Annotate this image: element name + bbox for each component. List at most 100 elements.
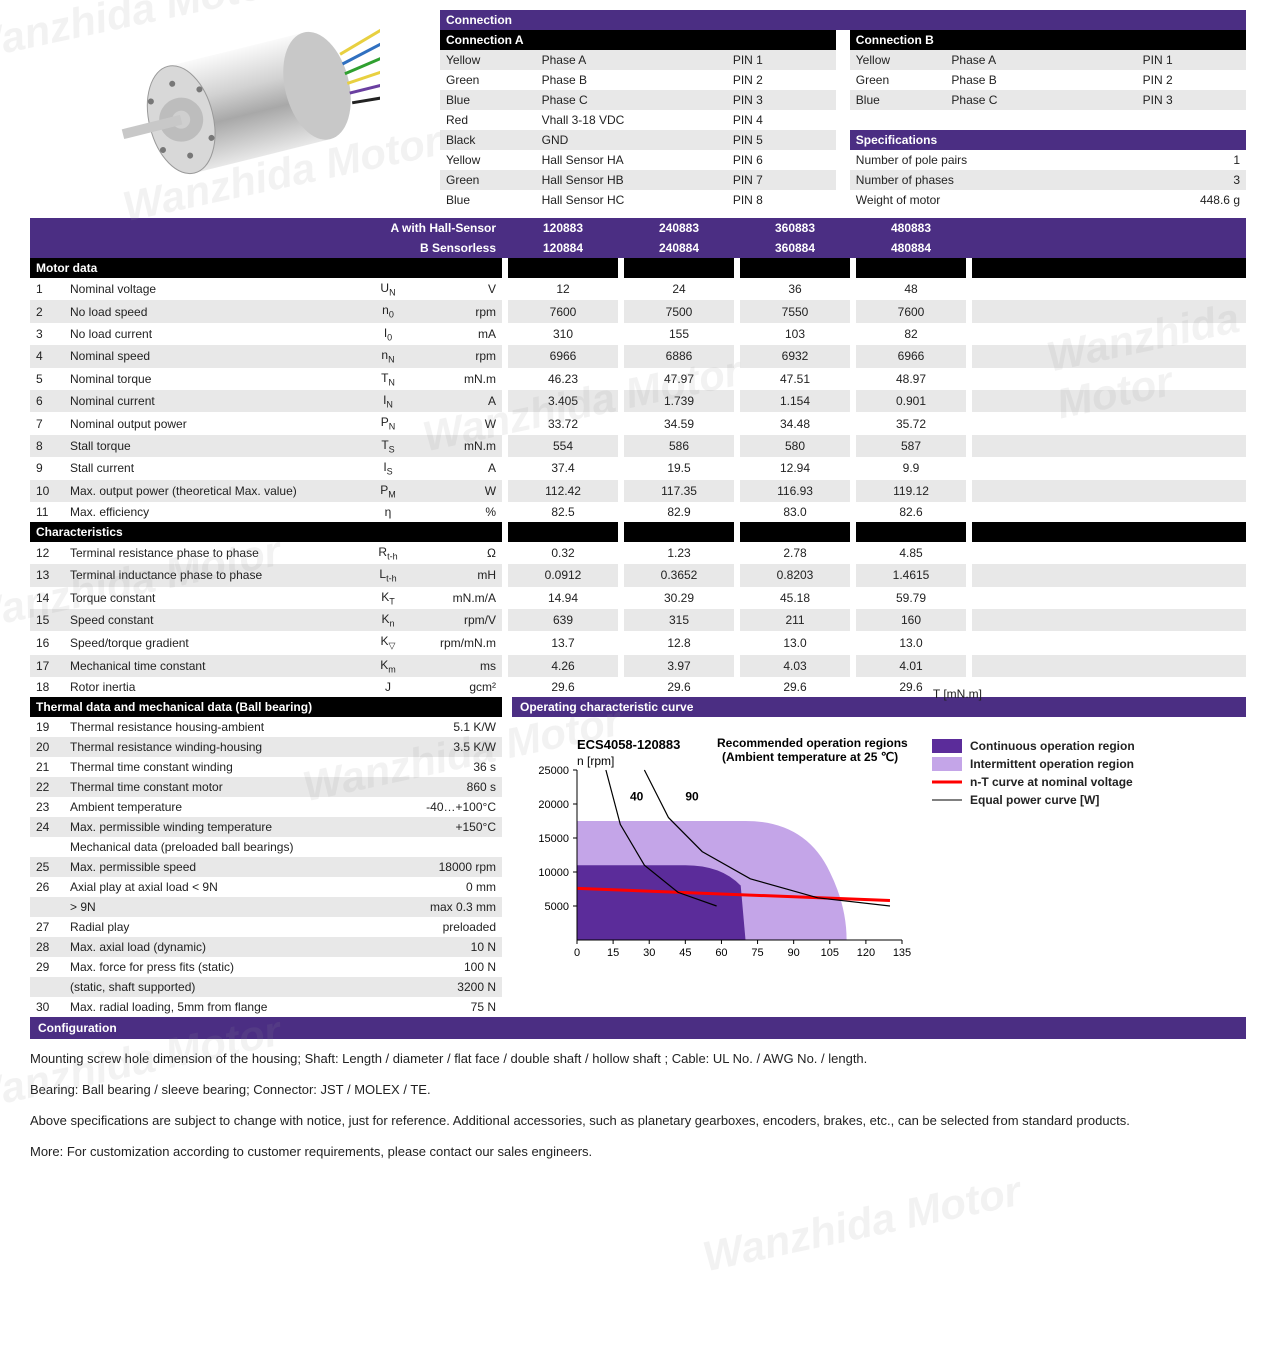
th-name: Max. axial load (dynamic) (64, 937, 392, 957)
conn-b-sig: Phase C (945, 90, 1136, 110)
row-val: 59.79 (856, 587, 966, 609)
row-val: 0.901 (856, 390, 966, 412)
row-unit: ms (412, 655, 502, 677)
connection-b-header: Connection B (850, 30, 1246, 50)
row-unit: mH (412, 564, 502, 586)
th-name: Thermal resistance winding-housing (64, 737, 392, 757)
conn-a-pin: PIN 3 (727, 90, 836, 110)
connection-a-header: Connection A (440, 30, 836, 50)
th-val: 3200 N (392, 977, 502, 997)
row-unit: mN.m (412, 435, 502, 457)
row-val: 24 (624, 278, 734, 300)
spec-name: Number of pole pairs (850, 150, 1137, 170)
row-sym: Kn (364, 609, 412, 631)
x-axis-label: T [mN.m] (933, 687, 982, 701)
th-num: 19 (30, 717, 64, 737)
row-val: 1.4615 (856, 564, 966, 586)
row-val: 587 (856, 435, 966, 457)
conn-a-sig: GND (536, 130, 727, 150)
row-num: 2 (30, 300, 64, 322)
row-val: 1.739 (624, 390, 734, 412)
row-name: Nominal torque (64, 368, 364, 390)
row-val: 6966 (856, 345, 966, 367)
conn-a-color: Blue (440, 90, 536, 110)
section-header: Characteristics (30, 522, 502, 542)
row-val: 82.5 (508, 502, 618, 522)
th-name: (static, shaft supported) (64, 977, 392, 997)
conn-a-pin: PIN 6 (727, 150, 836, 170)
th-val: 0 mm (392, 877, 502, 897)
th-val: 36 s (392, 757, 502, 777)
row-val: 116.93 (740, 480, 850, 502)
row-val: 155 (624, 323, 734, 345)
connection-table: Connection Connection A Connection B Yel… (440, 10, 1246, 210)
header-a: A with Hall-Sensor (30, 218, 502, 238)
svg-text:15000: 15000 (538, 833, 569, 845)
th-val: 5.1 K/W (392, 717, 502, 737)
svg-text:15: 15 (607, 947, 619, 959)
row-val: 14.94 (508, 587, 618, 609)
thermal-table: Thermal data and mechanical data (Ball b… (30, 697, 502, 1017)
row-name: Max. output power (theoretical Max. valu… (64, 480, 364, 502)
row-unit: mA (412, 323, 502, 345)
conn-b-pin: PIN 1 (1137, 50, 1246, 70)
row-val: 310 (508, 323, 618, 345)
row-name: Nominal speed (64, 345, 364, 367)
conn-a-sig: Phase A (536, 50, 727, 70)
th-name: Max. force for press fits (static) (64, 957, 392, 977)
row-sym: TN (364, 368, 412, 390)
row-val: 112.42 (508, 480, 618, 502)
row-name: Nominal voltage (64, 278, 364, 300)
conn-b-color: Blue (850, 90, 946, 110)
row-name: Nominal current (64, 390, 364, 412)
row-sym: Km (364, 655, 412, 677)
svg-text:105: 105 (821, 947, 839, 959)
thermal-header: Thermal data and mechanical data (Ball b… (30, 697, 502, 717)
th-name: Max. radial loading, 5mm from flange (64, 997, 392, 1017)
row-val: 12.94 (740, 457, 850, 479)
th-num (30, 897, 64, 917)
operating-chart: ECS4058-120883 Recommended operation reg… (522, 735, 912, 968)
legend-item: Equal power curve [W] (932, 793, 1236, 807)
th-val: 3.5 K/W (392, 737, 502, 757)
row-sym: nN (364, 345, 412, 367)
row-val: 119.12 (856, 480, 966, 502)
row-num: 15 (30, 609, 64, 631)
row-unit: % (412, 502, 502, 522)
row-num: 9 (30, 457, 64, 479)
row-val: 160 (856, 609, 966, 631)
row-val: 29.6 (624, 677, 734, 697)
row-num: 7 (30, 412, 64, 434)
row-num: 6 (30, 390, 64, 412)
row-unit: rpm (412, 345, 502, 367)
th-name: Mechanical data (preloaded ball bearings… (64, 837, 392, 857)
code-a3: 480883 (856, 218, 966, 238)
row-name: Terminal inductance phase to phase (64, 564, 364, 586)
main-data-table: A with Hall-Sensor 120883 240883 360883 … (30, 218, 1246, 697)
th-num: 24 (30, 817, 64, 837)
th-num: 22 (30, 777, 64, 797)
row-unit: A (412, 457, 502, 479)
conn-a-color: Blue (440, 190, 536, 210)
row-name: Stall current (64, 457, 364, 479)
th-val: 18000 rpm (392, 857, 502, 877)
conn-a-sig: Vhall 3-18 VDC (536, 110, 727, 130)
row-name: No load current (64, 323, 364, 345)
conn-a-sig: Hall Sensor HC (536, 190, 727, 210)
row-unit: W (412, 480, 502, 502)
conn-a-color: Green (440, 70, 536, 90)
row-val: 103 (740, 323, 850, 345)
legend-item: n-T curve at nominal voltage (932, 775, 1236, 789)
spec-name: Weight of motor (850, 190, 1137, 210)
conn-b-sig: Phase A (945, 50, 1136, 70)
row-val: 30.29 (624, 587, 734, 609)
th-num: 20 (30, 737, 64, 757)
row-sym: Rt-h (364, 542, 412, 564)
row-val: 48.97 (856, 368, 966, 390)
row-val: 82.9 (624, 502, 734, 522)
svg-text:135: 135 (893, 947, 911, 959)
svg-text:10000: 10000 (538, 867, 569, 879)
th-val: +150°C (392, 817, 502, 837)
conn-a-color: Yellow (440, 50, 536, 70)
row-name: Max. efficiency (64, 502, 364, 522)
